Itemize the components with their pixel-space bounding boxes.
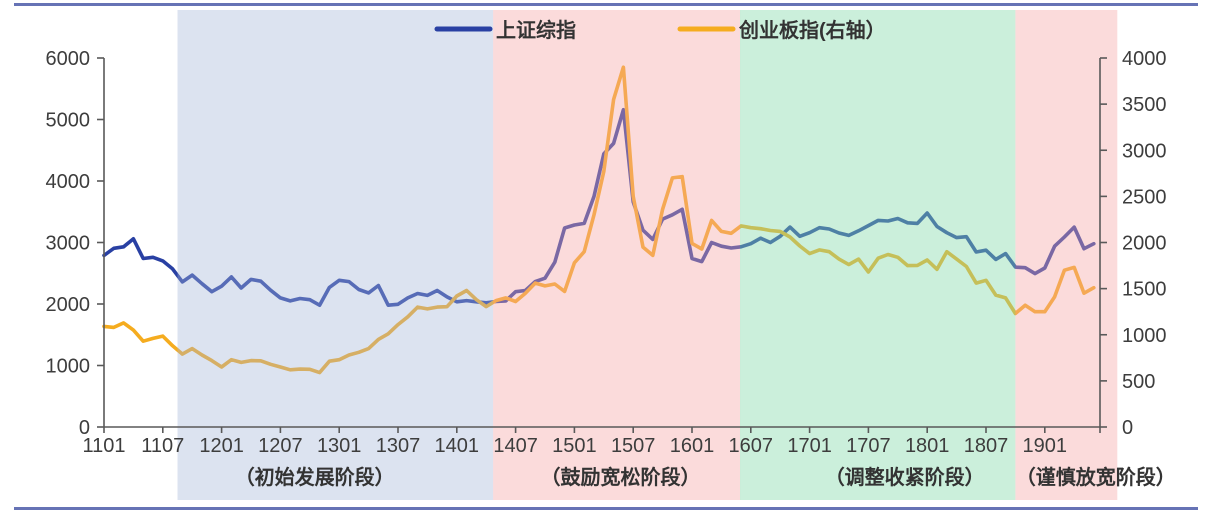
- right-axis-tick-label: 4000: [1122, 48, 1167, 70]
- x-axis-tick-label: 1901: [1023, 435, 1068, 457]
- x-axis-tick-label: 1601: [670, 435, 715, 457]
- legend-label-sse: 上证综指: [496, 18, 576, 42]
- phase-band: [493, 10, 741, 500]
- left-axis-tick-label: 2000: [46, 294, 91, 316]
- x-axis-tick-label: 1407: [493, 435, 538, 457]
- legend-label-chinext: 创业板指(右轴）: [738, 18, 886, 42]
- right-axis-tick-label: 2000: [1122, 233, 1167, 255]
- left-axis-tick-label: 5000: [46, 110, 91, 132]
- x-axis-tick-label: 1307: [376, 435, 421, 457]
- right-axis-tick-label: 3500: [1122, 94, 1167, 116]
- right-axis-tick-label: 500: [1122, 371, 1155, 393]
- chinext-line: [102, 65, 1096, 375]
- phase-band: [740, 10, 1016, 500]
- top-divider-rule: [14, 3, 1198, 6]
- data-lines-layer: [102, 65, 1096, 375]
- left-axis-tick-label: 0: [79, 417, 90, 439]
- axes-layer: [97, 57, 1107, 433]
- bottom-divider-rule: [14, 507, 1198, 510]
- right-axis-tick-label: 3000: [1122, 140, 1167, 162]
- x-axis-tick-label: 1807: [964, 435, 1009, 457]
- phase-label: （谨慎放宽阶段）: [1016, 465, 1176, 489]
- left-axis-tick-label: 6000: [46, 48, 91, 70]
- left-axis-tick-label: 1000: [46, 356, 91, 378]
- x-axis-tick-label: 1301: [317, 435, 362, 457]
- chart-legend: 上证综指 创业板指(右轴）: [434, 18, 886, 42]
- x-axis-tick-label: 1401: [435, 435, 480, 457]
- x-axis-tick-label: 1501: [552, 435, 597, 457]
- x-axis-tick-label: 1707: [846, 435, 891, 457]
- left-axis-tick-label: 4000: [46, 171, 91, 193]
- x-axis-tick-label: 1507: [611, 435, 656, 457]
- left-axis-tick-label: 3000: [46, 233, 91, 255]
- right-axis-tick-label: 0: [1122, 417, 1133, 439]
- x-axis-tick-label: 1607: [729, 435, 774, 457]
- phase-label: （调整收紧阶段）: [825, 465, 985, 489]
- phase-label: （初始发展阶段）: [235, 465, 395, 489]
- right-axis-tick-label: 1000: [1122, 325, 1167, 347]
- x-axis-tick-label: 1101: [82, 435, 125, 457]
- axis-labels-layer: （初始发展阶段） （鼓励宽松阶段） （调整收紧阶段） （谨慎放宽阶段） 0 1000 200…: [46, 48, 1176, 489]
- phase-band: [177, 10, 494, 500]
- x-axis-tick-label: 1107: [141, 435, 184, 457]
- sse-composite-line: [102, 107, 1096, 308]
- phase-label: （鼓励宽松阶段）: [541, 465, 701, 489]
- x-axis-tick-label: 1201: [199, 435, 244, 457]
- right-axis-tick-label: 1500: [1122, 279, 1167, 301]
- x-axis-tick-label: 1701: [787, 435, 832, 457]
- right-axis-tick-label: 2500: [1122, 186, 1167, 208]
- x-axis-tick-label: 1207: [258, 435, 303, 457]
- x-axis-tick-label: 1801: [905, 435, 950, 457]
